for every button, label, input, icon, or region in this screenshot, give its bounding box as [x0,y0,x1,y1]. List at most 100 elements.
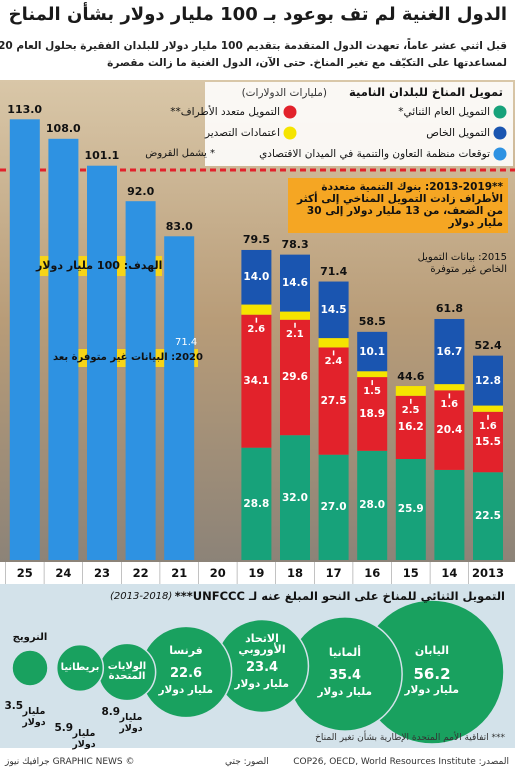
bar-segment [318,454,349,560]
bubble-value: 35.4 [329,667,362,683]
x-tick-label: 16 [364,565,381,580]
x-tick-label: 22 [132,565,149,580]
bar-segment [318,281,349,339]
credit: © GRAPHIC NEWS جرافيك نيوز [5,757,135,767]
value-label: 14.5 [320,303,347,316]
bubble-name: بريطانيا [60,661,100,673]
bubble-unit: مليار دولار [22,706,46,728]
value-label: 1.6 [479,420,497,432]
bubble-value: 22.6 [170,665,203,681]
bar-segment [48,138,79,561]
total-label: 58.5 [358,315,386,329]
bubble [55,643,105,693]
value-label: 12.8 [475,374,501,387]
value-label: 16.7 [436,345,463,358]
annotation-box [288,178,508,233]
target-label: الهدف: 100 مليار دولار [36,258,163,272]
bubble-unit: مليار دولار [234,678,290,690]
bubble-name: فرنسا [169,643,203,657]
value-label: 108.0 [45,122,81,136]
bar-segment [434,384,465,391]
chart-title: تمويل المناخ للبلدان النامية [349,85,503,99]
value-label: 101.1 [84,149,120,163]
bubble-value: 56.2 [413,664,451,683]
x-axis-band [0,562,515,584]
bubble [11,649,49,687]
bar-segment [125,201,156,560]
total-label: 52.4 [474,339,502,353]
bar-segment [164,236,195,561]
value-label: 15.5 [475,436,501,449]
legend-label: توقعات منظمة التعاون والتنمية في الميدان… [259,148,490,160]
annotation: 2020: البيانات غير متوفرة بعد [53,352,203,363]
bubble-name: الاتحاد الأوروبي [238,632,286,656]
bar-segment [280,435,310,560]
x-tick-label: 24 [55,565,72,580]
value-label: 92.0 [127,184,155,198]
chart-subtitle: (2013-2018) [110,591,173,602]
legend-swatch [493,147,507,161]
bar-segment [357,331,388,372]
total-label: 78.3 [281,238,309,252]
legend-box [205,82,513,166]
footnote: * يشمل القروض [145,148,215,159]
total-label: 71.4 [320,265,348,279]
value-label: 1.5 [363,386,381,398]
bar-segment [87,165,117,560]
value-label: 28.0 [359,499,386,512]
value-label: 14.6 [282,277,308,290]
bar-segment [434,318,465,385]
value-label: 2.1 [286,328,304,340]
x-tick-label: 21 [171,565,188,580]
bar-segment [280,254,310,312]
value-label: 27.0 [320,501,347,514]
source: المصدر: COP26, OECD, World Resources Ins… [293,757,509,767]
value-label: 34.1 [243,375,270,388]
footer-bg [0,748,515,773]
bar-segment [473,411,503,473]
value-label: 113.0 [7,102,43,116]
value-label: 20.4 [436,424,463,437]
value-label: 83.0 [165,219,193,233]
value-label: 16.2 [397,421,424,434]
bubble-name: ألمانيا [328,645,362,659]
bar-segment [434,390,465,470]
bubble-name: اليابان [414,643,450,657]
x-tick-label: 15 [402,565,419,580]
annotation: **2013-2019: بنوك التنمية متعددة الأطراف… [297,181,503,230]
legend-label: التمويل العام الثنائي* [398,106,490,118]
legend-label: التمويل الخاص [426,127,490,139]
photo-credit: الصور: جتي [225,757,269,767]
legend-swatch [283,105,297,119]
value-label: 28.8 [243,497,270,510]
bar-segment [434,469,465,560]
chart-title: التمويل الثنائي للمناخ على النحو المبلغ … [174,589,505,603]
x-tick-label: 18 [287,565,304,580]
bar-segment [280,311,310,320]
total-label: 61.8 [435,302,464,316]
bubble-value: 23.4 [246,659,279,675]
bubble-name: النرويج [12,631,48,643]
legend-label: اعتمادات التصدير [204,127,280,139]
title: الدول الغنية لم تف بوعود بـ 100 مليار دو… [8,4,507,25]
bar-segment [473,355,503,406]
subtitle: لمساعدتها على التكيّف مع تغير المناخ. حت… [107,57,507,69]
value-label: 25.9 [397,503,424,516]
value-label: 27.5 [320,395,347,408]
bar-segment [395,386,426,396]
bubble-value: 8.9 [101,706,121,718]
value-label: 32.0 [282,491,308,504]
annotation: 71.4 [175,337,198,348]
value-label: 2.6 [247,323,266,335]
bar-segment [473,405,503,412]
bubble-unit: مليار دولار [158,684,214,696]
legend-swatch [283,126,297,140]
x-tick-label: 25 [16,565,33,580]
chart-subtitle: (مليارات الدولارات) [241,87,327,99]
value-label: 1.6 [440,399,459,411]
bubble-unit: مليار دولار [119,712,143,734]
bar-segment [241,447,272,560]
x-tick-label: 17 [325,565,342,580]
bar-segment [241,314,272,448]
